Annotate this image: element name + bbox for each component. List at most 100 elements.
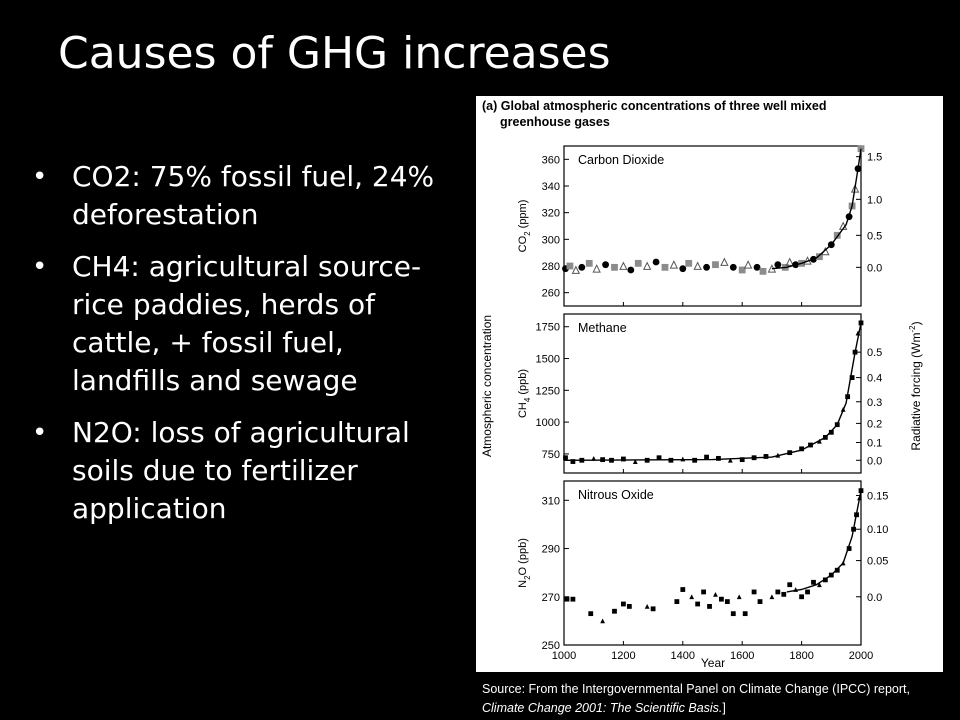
bullet-list: • CO2: 75% fossil fuel, 24% deforestation… xyxy=(32,158,452,542)
data-point xyxy=(674,599,680,604)
data-point xyxy=(611,263,618,271)
trend-line xyxy=(771,148,862,270)
bullet-text: N2O: loss of agricultural soils due to f… xyxy=(72,416,410,525)
data-point xyxy=(833,231,841,239)
ghg-figure: (a) Global atmospheric concentrations of… xyxy=(476,96,943,672)
data-point xyxy=(738,266,746,274)
data-point xyxy=(652,258,660,266)
data-point xyxy=(571,265,581,274)
x-axis-label: Year xyxy=(701,656,725,670)
y-tick-label: 310 xyxy=(542,495,560,507)
forcing-tick-label: 0.5 xyxy=(867,347,882,359)
y-tick-label: 750 xyxy=(542,449,560,461)
data-point xyxy=(585,259,593,267)
data-point xyxy=(751,589,757,595)
left-axis-label: Atmospheric concentration xyxy=(480,315,494,457)
forcing-tick-label: 0.05 xyxy=(867,556,888,568)
data-point xyxy=(701,589,706,595)
trend-line xyxy=(563,322,862,461)
data-point xyxy=(849,375,855,380)
chart-title-line2: greenhouse gases xyxy=(500,115,610,129)
data-point xyxy=(753,263,761,271)
forcing-tick-label: 0.5 xyxy=(867,230,882,242)
panel-y-label: CO2 (ppm) xyxy=(517,200,532,253)
panel-frame xyxy=(563,313,862,474)
panel-y-label: N2O (ppb) xyxy=(517,538,532,588)
data-point xyxy=(816,253,823,261)
data-point xyxy=(679,265,687,273)
x-tick-label: 1000 xyxy=(552,650,576,662)
data-point xyxy=(570,459,576,464)
data-point xyxy=(799,594,804,600)
data-point xyxy=(724,599,730,604)
y-tick-label: 1250 xyxy=(536,385,560,397)
data-point xyxy=(785,257,794,266)
right-axis-label-main: Radiative forcing (Wm xyxy=(909,333,923,451)
chart-title-line1: (a) Global atmospheric concentrations of… xyxy=(482,99,827,113)
panel-frame xyxy=(563,145,862,307)
y-tick-label: 1750 xyxy=(536,322,560,334)
data-point xyxy=(730,611,736,617)
data-point xyxy=(661,263,669,271)
bullet-text: CO2: 75% fossil fuel, 24% deforestation xyxy=(72,160,435,231)
y-tick-label: 1000 xyxy=(536,417,560,429)
data-point xyxy=(769,594,775,600)
data-point xyxy=(736,594,742,600)
data-point xyxy=(621,456,626,462)
bullet-co2: • CO2: 75% fossil fuel, 24% deforestation xyxy=(32,158,452,234)
ghg-chart: (a) Global atmospheric concentrations of… xyxy=(480,99,923,670)
data-point xyxy=(680,587,686,592)
data-point xyxy=(704,454,709,460)
bullet-n2o: • N2O: loss of agricultural soils due to … xyxy=(32,414,452,528)
right-axis-label-sup: -2 xyxy=(908,325,917,333)
data-point xyxy=(759,267,767,275)
data-point xyxy=(817,582,822,588)
panel-y-label: CH4 (ppb) xyxy=(517,369,532,418)
data-point xyxy=(650,606,656,612)
data-point xyxy=(703,263,710,271)
y-tick-label: 290 xyxy=(542,544,560,556)
x-tick-label: 2000 xyxy=(849,650,873,662)
bullet-text: CH4: agricultural source- rice paddies, … xyxy=(72,250,422,397)
forcing-tick-label: 0.3 xyxy=(867,397,882,409)
y-tick-label: 1500 xyxy=(536,354,560,366)
source-suffix: ] xyxy=(722,701,726,715)
data-point xyxy=(828,429,834,435)
data-point xyxy=(578,263,586,271)
data-point xyxy=(685,259,693,267)
data-point xyxy=(644,604,650,609)
y-tick-label: 320 xyxy=(542,208,560,220)
data-point xyxy=(602,261,609,269)
trend-line xyxy=(786,490,862,593)
data-point xyxy=(799,446,804,452)
data-point xyxy=(626,604,632,609)
forcing-tick-label: 0.2 xyxy=(867,418,882,430)
data-point xyxy=(695,601,701,607)
data-point xyxy=(680,456,686,462)
data-point xyxy=(564,596,570,602)
data-point xyxy=(712,261,719,269)
source-title: Climate Change 2001: The Scientific Basi… xyxy=(482,701,723,715)
data-point xyxy=(850,184,860,193)
data-point xyxy=(727,457,733,463)
panel-title: Carbon Dioxide xyxy=(578,153,664,167)
data-point xyxy=(669,260,679,269)
y-tick-label: 360 xyxy=(542,154,560,166)
data-point xyxy=(713,591,718,597)
data-point xyxy=(781,591,787,597)
data-point xyxy=(757,599,763,604)
data-point xyxy=(707,604,712,609)
panel-title: Nitrous Oxide xyxy=(578,488,654,502)
bullet-ch4: • CH4: agricultural source- rice paddies,… xyxy=(32,248,452,400)
data-point xyxy=(846,546,852,551)
data-point xyxy=(743,260,753,269)
data-point xyxy=(729,263,737,271)
data-point xyxy=(693,261,702,270)
data-point xyxy=(588,611,594,617)
bullet-dot-icon: • xyxy=(32,418,48,448)
panel-title: Methane xyxy=(578,321,627,335)
forcing-tick-label: 0.1 xyxy=(867,437,882,449)
y-tick-label: 340 xyxy=(542,181,560,193)
forcing-tick-label: 0.15 xyxy=(867,490,888,502)
data-point xyxy=(787,582,793,588)
